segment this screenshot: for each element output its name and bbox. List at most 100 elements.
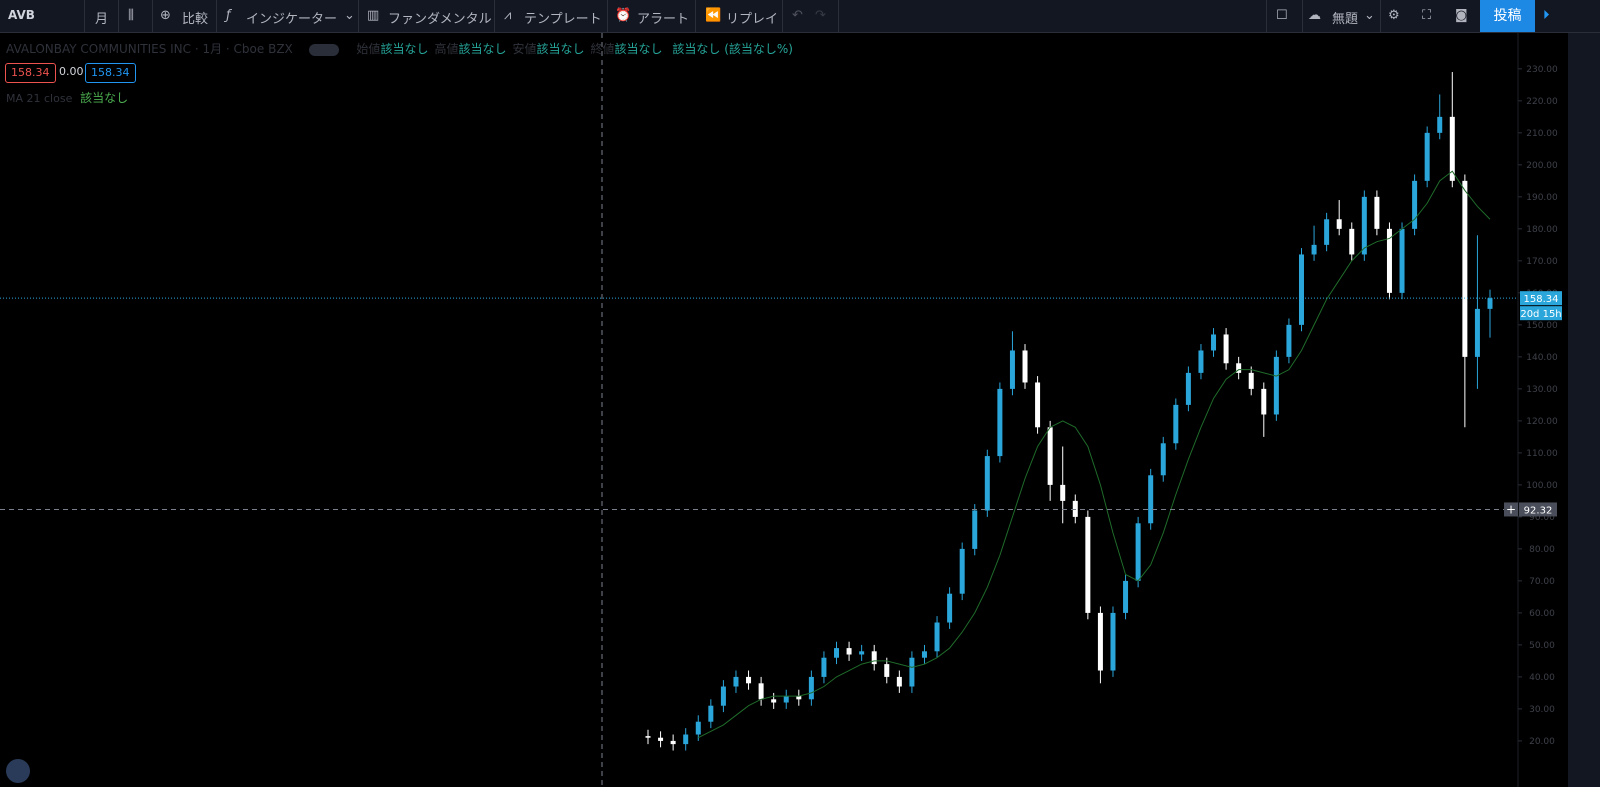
candle-body (1324, 219, 1330, 245)
y-tick-label: 100.00 (1526, 481, 1558, 491)
candle-body (859, 651, 865, 655)
dropdown[interactable]: ⌄ (344, 8, 355, 23)
crosshair-plus: + (1506, 502, 1516, 516)
layout-icon[interactable]: ☐ (1276, 8, 1288, 23)
candle-body (695, 721, 701, 735)
undo[interactable]: ↶ (792, 8, 803, 23)
candle-body (1424, 132, 1430, 181)
legend-toggle[interactable] (308, 43, 339, 56)
ohlc-value: 該当なし (380, 42, 429, 56)
candle-body (1261, 388, 1267, 415)
alert-icon[interactable]: ⏰ (615, 8, 632, 23)
candle-body (670, 740, 676, 745)
y-tick-label: 150.00 (1526, 321, 1558, 331)
ohlc-value: 該当なし (458, 42, 507, 56)
compare-icon[interactable]: ⊕ (160, 8, 171, 23)
candle-body (771, 699, 777, 703)
candle-body (1361, 196, 1367, 255)
candle-body (1160, 443, 1166, 476)
candle-body (1097, 612, 1103, 671)
redo[interactable]: ↷ (815, 8, 826, 23)
candle-body (1386, 228, 1392, 293)
candle-body (708, 705, 714, 722)
candle-body (733, 676, 739, 687)
candle-body (1085, 516, 1091, 613)
change-badge: 0.00 (59, 65, 84, 78)
settings[interactable]: ⚙ (1388, 8, 1400, 23)
cloud-icon[interactable]: ☁ (1308, 8, 1321, 23)
dropdown[interactable]: ⌄ (1364, 8, 1375, 23)
candle-body (1248, 372, 1254, 389)
candle-body (1211, 334, 1217, 351)
candle-body (921, 651, 927, 658)
replay[interactable]: リプレイ (726, 12, 779, 27)
candle-body (796, 696, 802, 700)
y-tick-label: 90.00 (1529, 513, 1555, 523)
candle-body (1035, 382, 1041, 428)
last-price-box (1520, 291, 1562, 306)
candle-body (884, 664, 890, 677)
y-tick-label: 80.00 (1529, 545, 1555, 555)
candle-body (871, 651, 877, 665)
snapshot[interactable]: ◙ (1455, 8, 1468, 23)
fundamentals[interactable]: ファンダメンタル (388, 12, 492, 27)
y-tick-label: 230.00 (1526, 65, 1558, 75)
templates[interactable]: テンプレート (524, 12, 602, 27)
templates-icon[interactable]: ⩘ (504, 8, 512, 23)
ohlc-label: 安値 (512, 42, 537, 56)
candle-body (972, 510, 978, 549)
candle-body (1449, 116, 1455, 181)
ma-line (698, 170, 1491, 739)
y-tick-label: 110.00 (1526, 449, 1558, 459)
candle-body (1286, 324, 1292, 357)
layout-name[interactable]: 無題 (1332, 12, 1359, 27)
candle-body (1185, 372, 1191, 405)
candle-body (1123, 580, 1129, 613)
alert[interactable]: アラート (637, 12, 690, 27)
candle-body (984, 456, 990, 511)
price-badge: 158.34 (5, 63, 56, 83)
candle-body (1349, 228, 1355, 255)
y-tick-label: 180.00 (1526, 225, 1558, 235)
candle-body (720, 686, 726, 706)
candle-body (1273, 356, 1279, 415)
candle-body (896, 676, 902, 687)
fundamentals-icon[interactable]: ▥ (367, 8, 380, 23)
publish-button[interactable]: 投稿 (1480, 0, 1535, 32)
ohlc-label: 始値 (356, 42, 381, 56)
candle-body (1022, 350, 1028, 383)
candle-body (1060, 484, 1066, 501)
y-tick-label: 140.00 (1526, 353, 1558, 363)
countdown-label: 20d 15h (1520, 309, 1561, 320)
candle-body (1437, 116, 1443, 133)
replay-icon[interactable]: ⏪ (705, 8, 722, 23)
candle-body (758, 683, 764, 700)
chart-style-icon[interactable]: ⫼ (128, 8, 134, 23)
candle-body (1474, 308, 1480, 357)
price-badge: 158.34 (85, 63, 136, 83)
candle-body (1148, 475, 1154, 524)
last-price-label: 158.34 (1524, 294, 1559, 305)
candle-body (1009, 350, 1015, 389)
compare[interactable]: 比較 (182, 12, 209, 27)
y-tick-label: 30.00 (1529, 705, 1555, 715)
play-icon[interactable]: ⏵ (1543, 8, 1550, 23)
candle-body (1047, 427, 1053, 485)
candle-body (834, 648, 840, 658)
ohlc-label: 高値 (434, 42, 459, 56)
candle-body (1336, 219, 1342, 229)
indicator-icon[interactable]: ƒ (226, 8, 231, 23)
candle-body (1173, 404, 1179, 444)
indicators[interactable]: インジケーター (246, 12, 338, 27)
logo (6, 759, 30, 783)
candle-body (1487, 298, 1493, 309)
interval[interactable]: 月 (95, 12, 109, 27)
symbol[interactable]: AVB (8, 8, 35, 22)
candle-body (645, 736, 651, 738)
y-tick-label: 120.00 (1526, 417, 1558, 427)
candle-body (1223, 334, 1229, 364)
toolbar: AVB 月 ⫼ ⊕ 比較 ƒ インジケーター ⌄ ▥ ファンダメンタル ⩘ テン… (0, 0, 1600, 33)
candle-body (658, 737, 664, 741)
fullscreen[interactable]: ⛶ (1422, 8, 1432, 23)
y-tick-label: 200.00 (1526, 161, 1558, 171)
